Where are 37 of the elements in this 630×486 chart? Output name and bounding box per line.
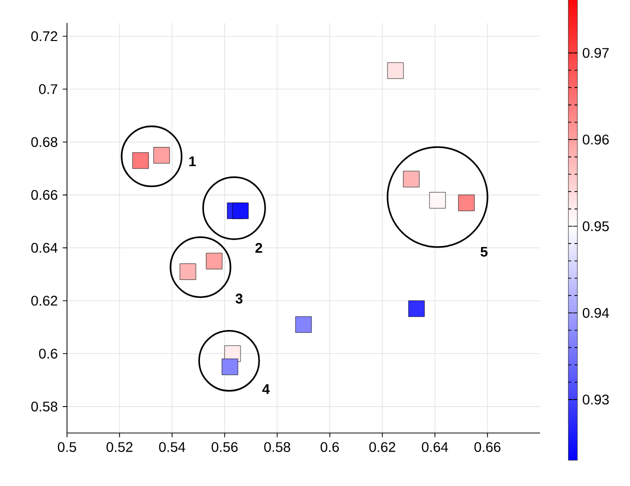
color-bar-label: 0.93 <box>582 394 609 405</box>
point <box>387 62 404 79</box>
x-tick-label: 0.52 <box>106 442 132 452</box>
point <box>132 152 149 169</box>
point <box>153 147 170 164</box>
annotation: 3 <box>236 294 242 304</box>
annotation: 2 <box>255 242 262 253</box>
point <box>429 192 446 208</box>
point <box>180 263 196 280</box>
y-tick-label: 0.68 <box>31 137 58 147</box>
point <box>403 170 420 188</box>
point <box>206 252 222 270</box>
point <box>458 194 475 212</box>
x-tick-label: 0.54 <box>159 442 186 452</box>
y-tick-label: 0.7 <box>39 84 58 94</box>
y-tick-label: 0.66 <box>31 190 58 200</box>
color-bar-label: 0.95 <box>582 221 609 232</box>
color-bar-label: 0.94 <box>582 308 609 318</box>
point <box>408 300 425 317</box>
x-tick-label: 0.62 <box>369 442 396 452</box>
point <box>295 316 312 333</box>
annotation: 1 <box>189 156 196 166</box>
x-tick-label: 0.64 <box>422 442 448 452</box>
y-tick-label: 0.62 <box>31 296 58 306</box>
y-tick-label: 0.6 <box>39 348 58 359</box>
x-tick-label: 0.66 <box>474 442 500 452</box>
y-tick-label: 0.64 <box>31 242 58 253</box>
y-tick-label: 0.72 <box>31 31 58 42</box>
x-tick-label: 0.5 <box>58 442 76 452</box>
x-tick-label: 0.56 <box>212 442 238 452</box>
y-tick-label: 0.58 <box>31 402 58 412</box>
color-bar-label: 0.96 <box>582 134 609 145</box>
x-tick-label: 0.6 <box>320 442 339 452</box>
x-tick-label: 0.58 <box>264 442 290 452</box>
color-bar-label: 0.97 <box>582 48 609 58</box>
annotation: 5 <box>480 246 488 257</box>
annotation: 4 <box>262 384 270 394</box>
